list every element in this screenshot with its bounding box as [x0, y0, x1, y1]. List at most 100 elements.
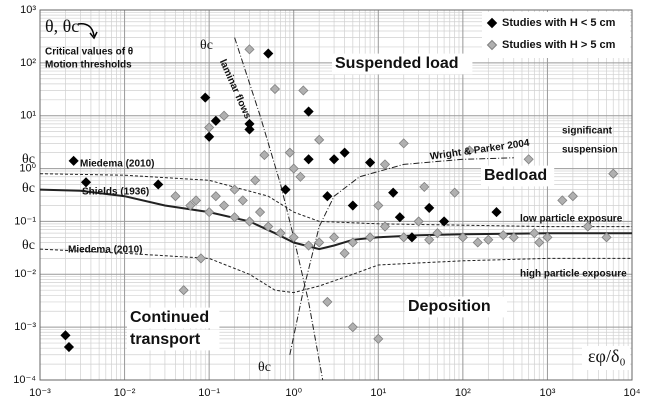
annotation: Critical values of θ [45, 47, 133, 58]
legend-marker [486, 17, 498, 29]
y-tick-label: 10⁻² [14, 268, 36, 280]
point [195, 253, 207, 264]
y-tick-label: 10¹ [20, 110, 36, 122]
point [229, 212, 240, 223]
annotation: transport [130, 331, 201, 348]
point [601, 232, 612, 243]
legend-box [482, 12, 630, 58]
x-tick-label: 10² [455, 387, 471, 399]
annotation: Miedema (2010) [68, 245, 142, 256]
annotation: θc [22, 181, 35, 196]
y-tick-label: 10⁰ [19, 162, 36, 174]
point [178, 285, 189, 296]
point [218, 110, 230, 121]
point [379, 159, 391, 170]
point [373, 333, 384, 344]
annotation: θc [258, 360, 271, 375]
annotation: θc [200, 38, 213, 53]
point [280, 184, 291, 195]
point [529, 228, 540, 239]
annotation: suspension [562, 145, 618, 156]
point [303, 106, 314, 117]
point [365, 232, 376, 243]
point [288, 163, 299, 174]
x-tick-label: 10⁻³ [29, 387, 51, 399]
label-background [405, 296, 507, 318]
arrow-head [89, 31, 98, 40]
point [534, 237, 545, 248]
point [254, 207, 266, 218]
point [204, 207, 215, 218]
point [373, 200, 384, 211]
point [284, 147, 295, 158]
annotation: Miedema (2010) [80, 159, 154, 170]
point [60, 330, 71, 341]
point [582, 221, 593, 232]
point [457, 232, 468, 243]
annotation: Suspended load [335, 55, 459, 72]
label-background [127, 307, 220, 329]
y-tick-label: 10³ [20, 4, 36, 16]
y-tick-label: 10⁻³ [14, 321, 36, 333]
x-tick-label: 10⁻¹ [198, 387, 220, 399]
point [244, 124, 255, 135]
y-tick-label: 10⁻⁴ [13, 374, 36, 386]
point [542, 232, 553, 243]
points [60, 44, 619, 353]
point [63, 341, 75, 353]
legend-marker [486, 39, 498, 51]
annotation: significant [562, 126, 613, 137]
point [210, 115, 221, 126]
point [483, 234, 494, 245]
annotation: θc [22, 152, 35, 167]
x-tick-label: 10³ [539, 387, 555, 399]
annotation: Deposition [408, 298, 491, 315]
label-background [332, 53, 473, 75]
annotation: low particle exposure [520, 214, 623, 225]
legend-label: Studies with H < 5 cm [502, 17, 616, 29]
point [250, 175, 261, 186]
point [491, 207, 502, 218]
curve [39, 173, 632, 228]
annotation: θ, θc [45, 16, 79, 36]
point [204, 131, 215, 142]
point [406, 232, 418, 243]
point [288, 232, 299, 243]
point [259, 150, 270, 161]
x-tick-label: 10⁰ [285, 387, 302, 399]
x-axis-label: εφ/δ₀ [588, 346, 626, 366]
point [449, 187, 460, 198]
point [263, 48, 274, 59]
x-tick-label: 10⁻² [114, 387, 136, 399]
point [314, 237, 325, 248]
annotation: Continued [130, 309, 209, 326]
point [218, 200, 230, 211]
point [303, 240, 314, 251]
point [322, 296, 333, 307]
point [388, 187, 399, 198]
legend-label: Studies with H > 5 cm [502, 39, 616, 51]
point [314, 134, 325, 145]
point [185, 200, 196, 211]
annotation: Motion thresholds [45, 60, 132, 71]
label-background [481, 165, 555, 187]
point [347, 200, 358, 211]
point [237, 195, 248, 206]
annotation: θc [22, 238, 35, 253]
point [339, 248, 350, 259]
point [170, 191, 181, 202]
point [557, 195, 568, 206]
point [303, 154, 314, 165]
label-background [127, 329, 220, 351]
point [508, 232, 519, 243]
point [244, 44, 255, 55]
point [424, 202, 435, 214]
point [394, 212, 405, 223]
point [413, 216, 424, 227]
point [295, 171, 306, 182]
point [153, 179, 164, 190]
annotation: high particle exposure [520, 269, 627, 280]
point [328, 232, 340, 243]
